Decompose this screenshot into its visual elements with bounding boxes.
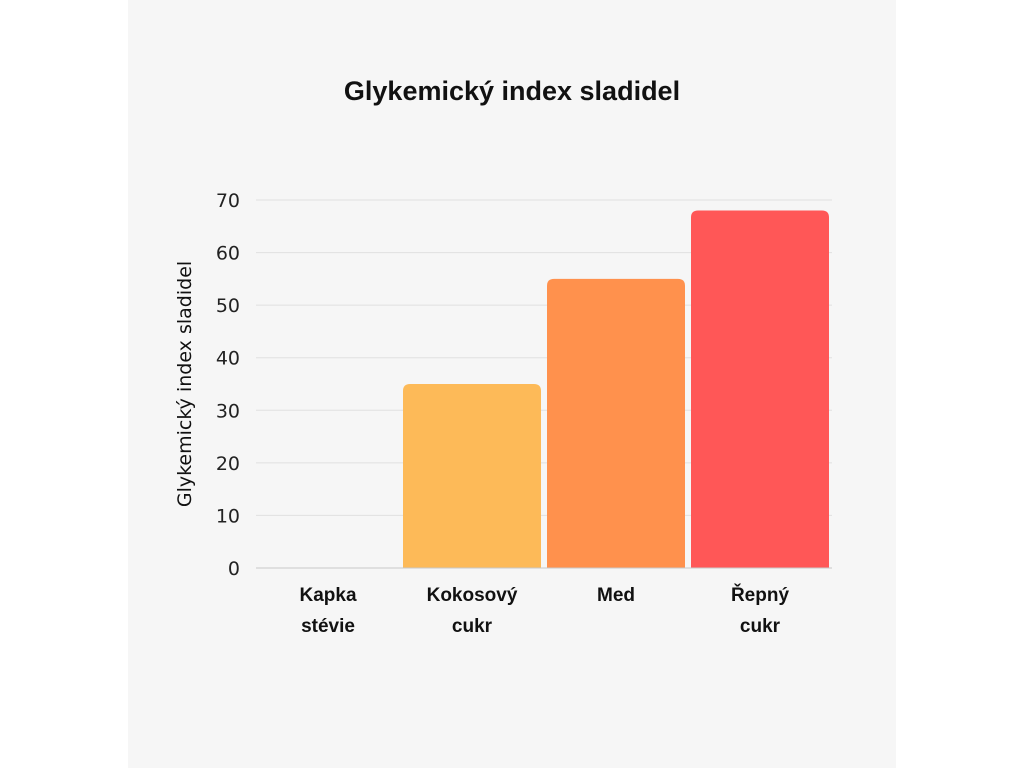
y-tick-label: 10 <box>216 505 240 527</box>
bars <box>403 210 829 568</box>
chart-title: Glykemický index sladidel <box>343 76 681 106</box>
x-category-label: Med <box>597 585 635 606</box>
bar <box>547 278 685 568</box>
y-axis-ticks: 0 10 20 30 40 50 60 70 <box>216 190 240 580</box>
x-category-label: Kapka stévie <box>299 585 356 637</box>
x-axis-categories: Kapka stévie Kokosový cukr Med Řepný cukr <box>299 584 789 637</box>
bar <box>691 210 829 568</box>
y-tick-label: 50 <box>216 295 240 317</box>
y-tick-label: 60 <box>216 243 240 265</box>
y-tick-label: 30 <box>216 400 240 422</box>
y-tick-label: 20 <box>216 453 240 475</box>
y-tick-label: 40 <box>216 348 240 370</box>
y-tick-label: 70 <box>216 190 240 212</box>
bar <box>403 384 541 568</box>
x-category-label: Kokosový cukr <box>427 585 518 637</box>
y-tick-label: 0 <box>228 558 240 580</box>
y-axis-label: Glykemický index sladidel <box>174 261 196 507</box>
x-category-label: Řepný cukr <box>731 584 790 637</box>
